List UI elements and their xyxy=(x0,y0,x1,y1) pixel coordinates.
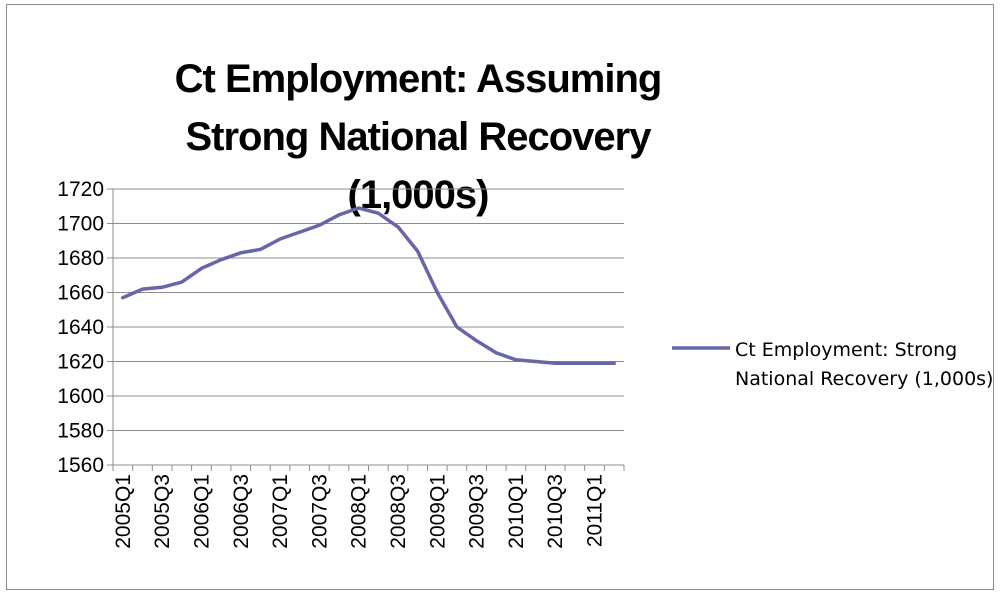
y-tick-label: 1680 xyxy=(57,247,104,270)
x-tick-label: 2008Q1 xyxy=(348,474,371,549)
x-tick-label: 2010Q3 xyxy=(544,474,567,549)
x-tick-label: 2006Q3 xyxy=(230,474,253,549)
x-tick-label: 2009Q3 xyxy=(466,474,489,549)
x-tick-label: 2007Q3 xyxy=(308,474,331,549)
y-tick-label: 1640 xyxy=(57,316,104,339)
legend-label: Ct Employment: Strong National Recovery … xyxy=(735,339,994,390)
y-tick-label: 1660 xyxy=(57,282,104,305)
chart-frame xyxy=(6,4,994,590)
x-tick-label: 2008Q3 xyxy=(387,474,410,549)
y-tick-label: 1580 xyxy=(57,420,104,443)
y-tick-label: 1700 xyxy=(57,213,104,236)
x-tick-label: 2011Q1 xyxy=(584,474,607,547)
x-tick-label: 2009Q1 xyxy=(426,474,449,549)
y-tick-label: 1720 xyxy=(57,178,104,201)
x-tick-label: 2005Q1 xyxy=(112,474,135,549)
y-tick-label: 1600 xyxy=(57,385,104,408)
x-tick-label: 2006Q1 xyxy=(190,474,213,549)
x-tick-label: 2005Q3 xyxy=(151,474,174,549)
y-tick-label: 1620 xyxy=(57,351,104,374)
x-tick-label: 2010Q1 xyxy=(505,474,528,549)
x-tick-label: 2007Q1 xyxy=(269,474,292,549)
y-tick-label: 1560 xyxy=(57,454,104,477)
series-line xyxy=(121,206,616,365)
